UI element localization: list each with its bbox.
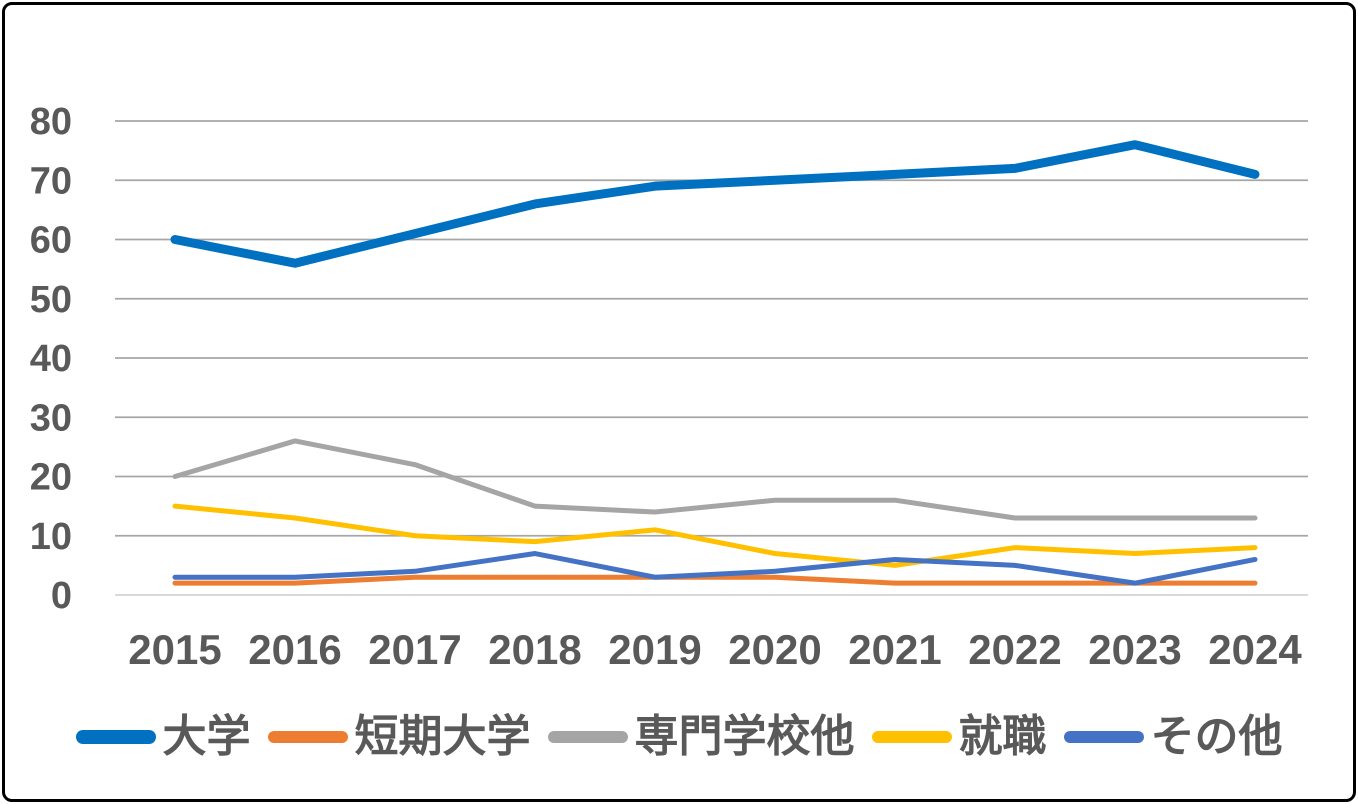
legend-swatch-icon xyxy=(75,730,156,744)
x-axis-tick-label: 2021 xyxy=(848,626,941,673)
series-line-大学 xyxy=(170,140,1260,268)
y-axis-tick-label: 80 xyxy=(30,101,72,143)
x-axis-tick-label: 2024 xyxy=(1208,626,1302,673)
y-axis-tick-label: 50 xyxy=(30,279,72,321)
y-axis-tick-label: 10 xyxy=(30,516,72,558)
x-axis-tick-label: 2018 xyxy=(488,626,581,673)
y-axis-tick-label: 60 xyxy=(30,220,72,262)
series-line-短期大学 xyxy=(172,574,1258,586)
x-axis-tick-label: 2020 xyxy=(728,626,821,673)
legend-label: 専門学校他 xyxy=(634,712,855,761)
y-axis-tick-label: 0 xyxy=(51,575,72,617)
legend-item-短期大学: 短期大学 xyxy=(267,712,531,761)
legend-label: 大学 xyxy=(162,712,251,761)
x-axis-tick-label: 2017 xyxy=(368,626,461,673)
legend-swatch-icon xyxy=(547,731,628,743)
y-axis-tick-label: 30 xyxy=(30,397,72,439)
legend-label: その他 xyxy=(1150,712,1283,761)
legend-item-大学: 大学 xyxy=(75,712,251,761)
legend-swatch-icon xyxy=(267,731,348,743)
x-axis-tick-label: 2019 xyxy=(608,626,701,673)
x-axis-tick-label: 2023 xyxy=(1088,626,1181,673)
legend-swatch-icon xyxy=(1063,731,1144,743)
series-line-就職 xyxy=(172,503,1258,568)
legend-item-専門学校他: 専門学校他 xyxy=(547,712,855,761)
y-axis-tick-label: 20 xyxy=(30,457,72,499)
x-axis-tick-label: 2016 xyxy=(248,626,341,673)
series-line-その他 xyxy=(172,551,1258,586)
x-axis-tick-label: 2015 xyxy=(128,626,221,673)
legend-swatch-icon xyxy=(871,731,952,743)
legend-label: 短期大学 xyxy=(354,712,531,761)
x-axis-tick-label: 2022 xyxy=(968,626,1061,673)
series-line-専門学校他 xyxy=(172,438,1258,521)
y-axis-tick-label: 70 xyxy=(30,160,72,202)
legend-item-その他: その他 xyxy=(1063,712,1283,761)
legend-item-就職: 就職 xyxy=(871,712,1047,761)
chart-legend: 大学 短期大学 専門学校他 就職 その他 xyxy=(0,705,1358,769)
legend-label: 就職 xyxy=(958,712,1047,761)
y-axis-tick-label: 40 xyxy=(30,338,72,380)
